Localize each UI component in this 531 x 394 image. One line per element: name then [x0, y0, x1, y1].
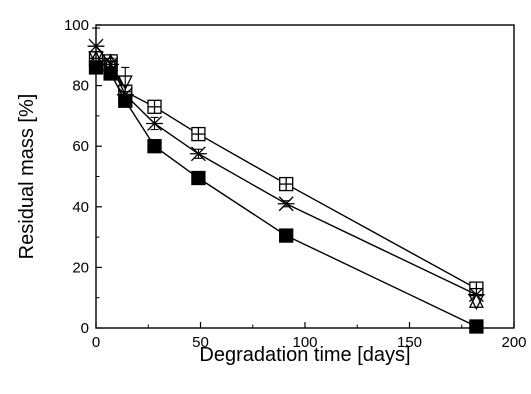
data-point: [277, 196, 295, 212]
y-tick-label: 80: [72, 78, 89, 95]
data-point: [146, 116, 163, 131]
x-tick-label: 200: [501, 334, 526, 351]
series-3: [88, 60, 484, 334]
data-point: [190, 146, 207, 162]
data-point: [147, 99, 162, 114]
data-point: [279, 176, 294, 192]
y-tick-label: 20: [72, 259, 89, 276]
x-tick-label: 100: [292, 334, 317, 351]
series-5: [88, 50, 484, 308]
data-point: [191, 126, 206, 142]
series-layer: [87, 27, 485, 334]
x-tick-label: 150: [397, 334, 422, 351]
data-point: [88, 50, 104, 66]
y-tick-label: 0: [81, 320, 89, 337]
y-tick-label: 60: [72, 138, 89, 155]
y-tick-label: 100: [64, 17, 89, 34]
x-tick-label: 0: [92, 334, 100, 351]
y-tick-label: 40: [72, 199, 89, 216]
data-point: [117, 75, 133, 91]
data-point: [468, 295, 484, 311]
data-point: [147, 139, 162, 154]
data-point: [469, 319, 484, 334]
data-point: [279, 228, 294, 243]
series-line: [95, 57, 477, 290]
axis-ticks: 0 50 100 150 200 0 20 40 60 80 100: [64, 17, 527, 351]
series-1: [88, 51, 484, 296]
data-point: [87, 38, 105, 54]
x-tick-label: 50: [192, 334, 209, 351]
data-point: [468, 292, 484, 308]
data-point: [88, 60, 104, 75]
x-axis-label: Degradation time [days]: [199, 344, 410, 366]
y-axis-label: Residual mass [%]: [16, 94, 38, 260]
data-point: [191, 170, 206, 186]
data-point: [103, 53, 119, 69]
